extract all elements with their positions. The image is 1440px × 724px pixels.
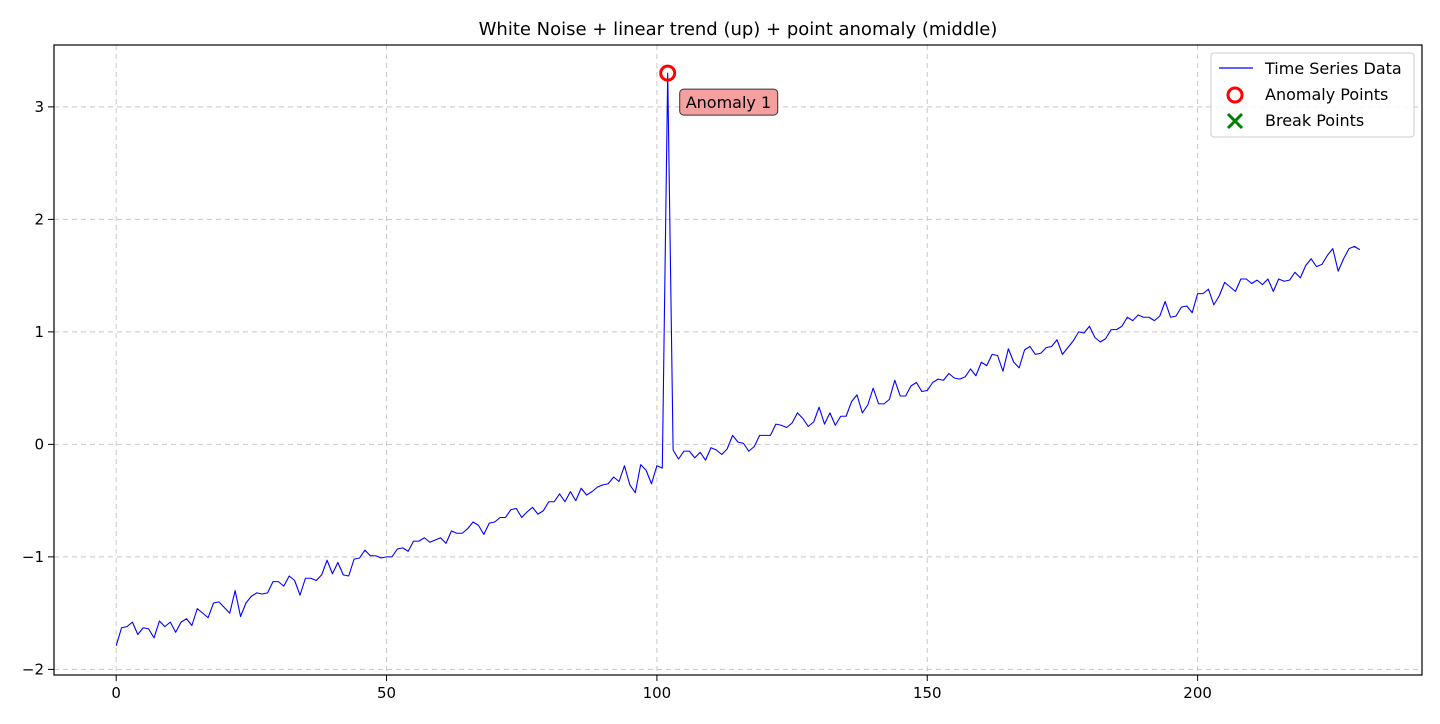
series-layer: [115, 72, 1361, 646]
x-tick-label: 100: [643, 684, 672, 702]
y-tick-label: 0: [34, 435, 44, 453]
x-tick-label: 200: [1183, 684, 1212, 702]
legend-label-break: Break Points: [1265, 111, 1364, 130]
legend-label-series: Time Series Data: [1264, 59, 1402, 78]
legend-anomaly-swatch: [1226, 86, 1244, 104]
series-line: [115, 72, 1361, 646]
plot-frame: [53, 44, 1423, 676]
legend: Time Series Data Anomaly Points Break Po…: [1210, 52, 1415, 138]
anomaly-layer: Anomaly 1: [659, 64, 779, 116]
anomaly-label-box: [679, 88, 779, 116]
y-tick-label: 3: [34, 98, 44, 116]
legend-break-swatch: [1226, 112, 1244, 130]
x-tick-label: 0: [111, 684, 121, 702]
legend-box: [1210, 52, 1415, 138]
grid: [54, 45, 1422, 675]
anomaly-marker: [659, 64, 677, 82]
y-tick-label: −1: [22, 548, 44, 566]
y-tick-label: 2: [34, 210, 44, 228]
y-tick-label: −2: [22, 660, 44, 678]
legend-label-anomaly: Anomaly Points: [1265, 85, 1388, 104]
x-tick-label: 50: [377, 684, 396, 702]
chart-title: White Noise + linear trend (up) + point …: [479, 19, 998, 40]
anomaly-label: Anomaly 1: [686, 93, 771, 112]
y-tick-label: 1: [34, 323, 44, 341]
axis-ticks: 0 50 100 150 200 −2 −1 0 1 2 3: [22, 98, 1212, 702]
x-tick-label: 150: [913, 684, 942, 702]
